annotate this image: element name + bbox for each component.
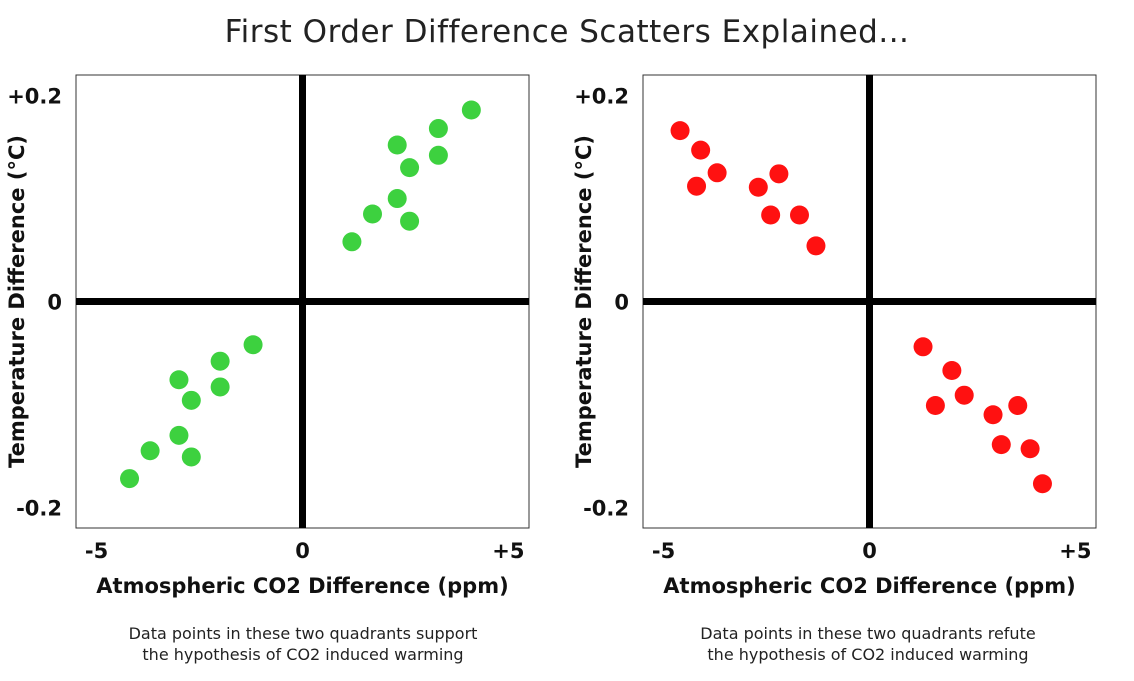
right-data-point (761, 205, 781, 225)
right-data-point (670, 121, 690, 141)
right-data-point (806, 236, 826, 256)
right-data-point (913, 337, 933, 357)
right-data-point (769, 164, 789, 184)
right-data-point (1020, 439, 1040, 459)
left-data-point (428, 119, 448, 139)
right-scatter-panel: +0.2 0 -0.2 -5 0 +5 Atmospheric CO2 Difference… (572, 74, 1097, 598)
left-data-point (428, 145, 448, 165)
left-data-point (181, 390, 201, 410)
left-data-point (243, 335, 263, 355)
right-data-point (748, 177, 768, 197)
right-x-tick-label: +5 (1059, 539, 1091, 563)
right-data-point (1032, 474, 1052, 494)
right-y-tick-label: +0.2 (574, 85, 629, 109)
right-data-point (687, 176, 707, 196)
left-data-point (342, 232, 362, 252)
left-data-point (363, 204, 383, 224)
right-caption: Data points in these two quadrants refut… (658, 623, 1078, 665)
left-caption-line-2: the hypothesis of CO2 induced warming (142, 645, 464, 664)
right-caption-line-1: Data points in these two quadrants refut… (700, 624, 1036, 643)
left-data-point (461, 100, 481, 120)
left-data-point (387, 135, 407, 155)
right-data-point (707, 163, 727, 183)
right-data-point (691, 140, 711, 160)
left-caption-line-1: Data points in these two quadrants suppo… (128, 624, 478, 643)
right-x-tick-label: -5 (652, 539, 675, 563)
left-x-tick-label: -5 (85, 539, 108, 563)
left-y-tick-label: 0 (47, 291, 62, 315)
right-caption-line-2: the hypothesis of CO2 induced warming (707, 645, 1029, 664)
chart-title: First Order Difference Scatters Explaine… (224, 14, 910, 50)
left-y-tick-label: +0.2 (7, 85, 62, 109)
right-y-axis-label: Temperature Difference (°C) (572, 135, 596, 468)
right-x-tick-label: 0 (862, 539, 877, 563)
right-data-point (983, 405, 1003, 425)
left-caption: Data points in these two quadrants suppo… (93, 623, 513, 665)
left-data-point (169, 425, 189, 445)
left-data-point (400, 211, 420, 231)
left-x-tick-label: 0 (295, 539, 310, 563)
left-data-point (181, 447, 201, 467)
left-data-point (120, 469, 140, 489)
left-data-point (400, 158, 420, 178)
right-data-point (991, 435, 1011, 455)
left-data-point (140, 441, 160, 461)
right-data-point (954, 385, 974, 405)
left-x-tick-label: +5 (492, 539, 524, 563)
left-x-axis-label: Atmospheric CO2 Difference (ppm) (96, 574, 508, 598)
right-data-point (789, 205, 809, 225)
left-data-point (387, 189, 407, 209)
right-y-tick-label: 0 (614, 291, 629, 315)
right-data-point (925, 395, 945, 415)
left-data-point (169, 370, 189, 390)
right-y-tick-label: -0.2 (583, 496, 629, 520)
left-scatter-panel: +0.2 0 -0.2 -5 0 +5 Atmospheric CO2 Difference… (5, 74, 530, 598)
left-y-tick-label: -0.2 (16, 496, 62, 520)
left-data-point (210, 351, 230, 371)
left-data-point (210, 377, 230, 397)
right-data-point (1008, 395, 1028, 415)
right-x-axis-label: Atmospheric CO2 Difference (ppm) (663, 574, 1075, 598)
right-data-point (942, 360, 962, 380)
left-y-axis-label: Temperature Difference (°C) (5, 135, 29, 468)
